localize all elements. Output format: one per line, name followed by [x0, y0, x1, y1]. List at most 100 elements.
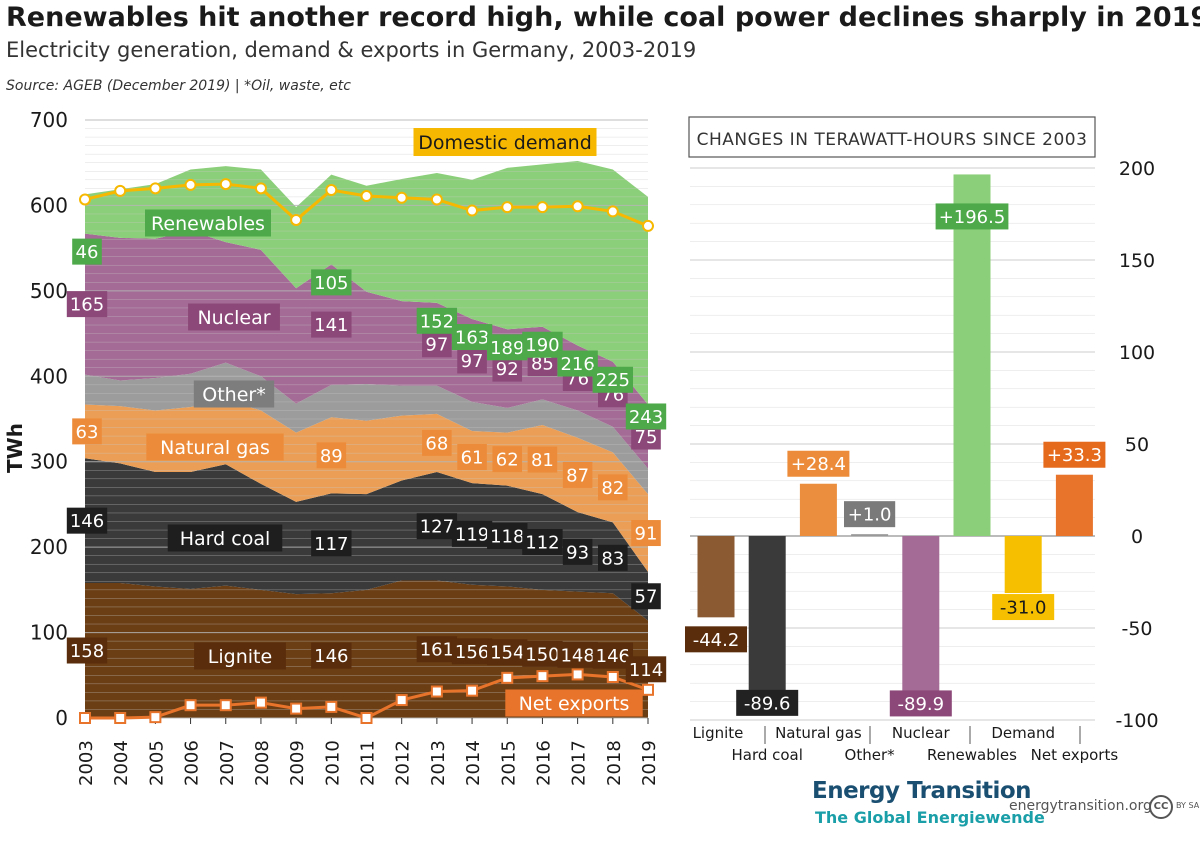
value-label-renewables: 189 [490, 338, 524, 359]
value-label-nuclear: 165 [70, 295, 104, 316]
series-name-hard-coal: Hard coal [180, 528, 271, 550]
value-label-natural-gas: 62 [496, 450, 519, 471]
value-label-lignite-box [311, 642, 352, 669]
value-label-lignite-box [625, 656, 667, 683]
series-name-nuclear: Nuclear [197, 307, 270, 329]
demand-point [501, 201, 514, 214]
demand-point [79, 193, 91, 206]
value-label-renewables-box [592, 366, 634, 393]
net-exports-point [184, 699, 197, 712]
value-label-nuclear: 141 [314, 315, 348, 336]
series-name-other-box [193, 380, 275, 408]
value-label-renewables: 105 [314, 273, 348, 294]
bar-nuclear [902, 536, 940, 702]
value-label-hard-coal-box [66, 507, 108, 534]
x-tick-label: 2014 [463, 740, 484, 786]
bar-y-tick-label: 100 [1119, 342, 1155, 364]
bar-chart-title: CHANGES IN TERAWATT-HOURS SINCE 2003 [697, 130, 1088, 150]
x-tick-label: 2013 [428, 740, 449, 786]
value-label-hard-coal: 146 [70, 511, 104, 532]
chart-title: Renewables hit another record high, whil… [6, 2, 1200, 33]
bar-category-label: Net exports [1031, 746, 1119, 764]
bar-y-tick-label: -50 [1121, 618, 1152, 640]
value-label-renewables-box [522, 331, 563, 358]
value-label-hard-coal-box [631, 583, 661, 610]
x-tick-label: 2010 [322, 740, 343, 786]
value-label-lignite: 148 [560, 645, 594, 666]
net-exports-point [290, 702, 303, 715]
y-tick-label: 100 [30, 621, 68, 645]
x-tick-label: 2016 [533, 740, 554, 786]
x-tick-label: 2008 [252, 740, 273, 786]
bar-y-tick-label: -100 [1115, 710, 1158, 732]
value-label-lignite: 114 [629, 660, 663, 681]
net-exports-point [466, 684, 479, 697]
website-link[interactable]: energytransition.org [1009, 798, 1152, 814]
series-name-hard-coal-box [167, 524, 283, 552]
chart-subtitle: Electricity generation, demand & exports… [6, 38, 697, 62]
value-label-nuclear: 85 [531, 354, 554, 375]
demand-point [571, 200, 584, 213]
demand-point [325, 184, 338, 197]
value-label-renewables: 152 [420, 311, 454, 332]
value-label-renewables-box [625, 403, 667, 430]
demand-point [642, 219, 654, 232]
bar-value-label-other: +1.0 [848, 505, 892, 526]
demand-point [254, 182, 267, 195]
y-tick-label: 700 [30, 108, 68, 132]
x-tick-label: 2009 [287, 740, 308, 786]
series-name-natural-gas-box [146, 433, 284, 461]
y-tick-label: 300 [30, 450, 68, 474]
bar-category-label: Hard coal [731, 746, 802, 764]
series-name-lignite-box [194, 642, 286, 670]
value-label-natural-gas-box [598, 474, 628, 501]
bar-value-label-nuclear-box [889, 690, 952, 717]
net-exports-point [501, 671, 514, 684]
license-label: BY SA [1176, 801, 1200, 810]
bar-category-label: Nuclear [892, 724, 951, 742]
series-name-renewables-box [145, 209, 271, 237]
bar-chart-title-box [688, 116, 1096, 158]
net-exports-point [606, 670, 619, 683]
x-tick-label: 2019 [639, 740, 660, 786]
brand-title: Energy Transition [812, 778, 1032, 804]
bar-lignite [697, 536, 735, 618]
series-name-other: Other* [202, 384, 265, 406]
bar-value-label-demand-box [992, 594, 1055, 621]
series-name-lignite: Lignite [208, 646, 272, 668]
value-label-hard-coal: 127 [420, 517, 454, 538]
y-tick-label: 400 [30, 364, 68, 388]
value-label-hard-coal: 119 [455, 524, 489, 545]
value-label-renewables-box [416, 307, 458, 334]
value-label-renewables-box [72, 238, 102, 265]
net-exports-point [395, 694, 408, 707]
value-label-lignite-box [66, 637, 108, 664]
value-label-natural-gas-box [72, 418, 102, 445]
brand-subtitle: The Global Energiewende [815, 808, 1045, 827]
value-label-renewables: 216 [560, 354, 594, 375]
x-tick-label: 2015 [498, 740, 519, 786]
value-label-nuclear-box [457, 347, 487, 374]
value-label-natural-gas: 63 [76, 422, 99, 443]
value-label-lignite-box [451, 638, 493, 665]
bar-category-label: Demand [991, 724, 1055, 742]
value-label-lignite-box [557, 641, 598, 668]
y-tick-label: 0 [55, 706, 68, 730]
demand-point [395, 191, 408, 204]
y-axis-title: TWh [3, 423, 27, 473]
value-label-renewables: 243 [629, 407, 663, 428]
demand-point [466, 204, 479, 217]
value-label-hard-coal: 93 [566, 542, 589, 563]
x-tick-label: 2006 [182, 740, 203, 786]
creative-commons-icon: CC [1149, 795, 1173, 819]
value-label-lignite: 146 [596, 646, 630, 667]
bar-natural-gas [799, 483, 837, 536]
bar-value-label-net-exports-box [1043, 441, 1106, 468]
value-label-lignite-box [487, 639, 528, 666]
net-exports-point [254, 696, 267, 709]
x-tick-label: 2004 [111, 740, 132, 786]
demand-point [606, 205, 619, 218]
value-label-natural-gas-box [457, 444, 487, 471]
value-label-natural-gas-box [422, 429, 452, 456]
bar-category-label: Renewables [927, 746, 1017, 764]
